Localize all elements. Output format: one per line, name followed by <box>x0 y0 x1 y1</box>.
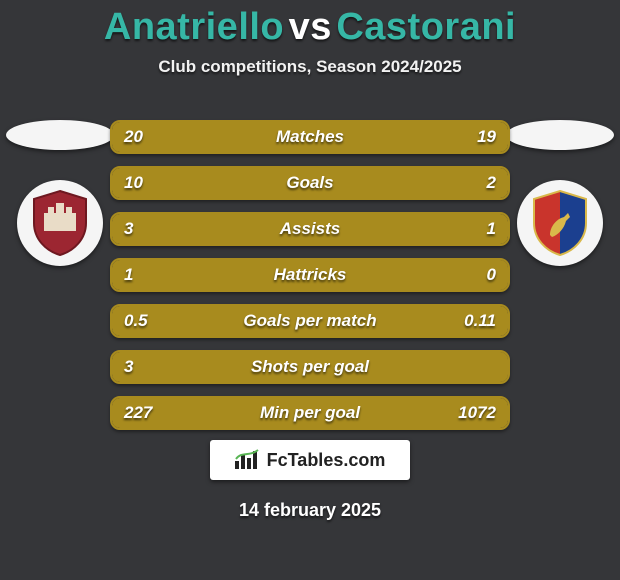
shield-icon <box>30 189 90 257</box>
stat-label: Min per goal <box>112 403 508 423</box>
player2-name: Castorani <box>336 6 516 48</box>
stat-row: 31Assists <box>110 212 510 246</box>
subtitle: Club competitions, Season 2024/2025 <box>0 57 620 77</box>
player2-photo-placeholder <box>506 120 614 150</box>
branding-logo: FcTables.com <box>210 440 410 480</box>
stat-label: Shots per goal <box>112 357 508 377</box>
player1-club-crest <box>17 180 103 266</box>
stat-row: 2271072Min per goal <box>110 396 510 430</box>
player1-name: Anatriello <box>104 6 284 48</box>
stat-label: Hattricks <box>112 265 508 285</box>
stats-panel: 2019Matches 102Goals 31Assists 10Hattricks 0… <box>110 120 510 442</box>
stat-row: 3Shots per goal <box>110 350 510 384</box>
stat-label: Assists <box>112 219 508 239</box>
shield-icon <box>530 189 590 257</box>
right-player-column <box>500 120 620 266</box>
page-title: Anatriello vs Castorani <box>0 0 620 49</box>
stat-label: Goals <box>112 173 508 193</box>
branding-text: FcTables.com <box>267 450 386 471</box>
stat-row: 102Goals <box>110 166 510 200</box>
stat-row: 10Hattricks <box>110 258 510 292</box>
stat-label: Matches <box>112 127 508 147</box>
bar-chart-icon <box>235 449 261 471</box>
player1-photo-placeholder <box>6 120 114 150</box>
player2-club-crest <box>517 180 603 266</box>
stat-row: 0.50.11Goals per match <box>110 304 510 338</box>
left-player-column <box>0 120 120 266</box>
vs-label: vs <box>289 6 332 48</box>
stat-row: 2019Matches <box>110 120 510 154</box>
stat-label: Goals per match <box>112 311 508 331</box>
date-label: 14 february 2025 <box>0 500 620 521</box>
